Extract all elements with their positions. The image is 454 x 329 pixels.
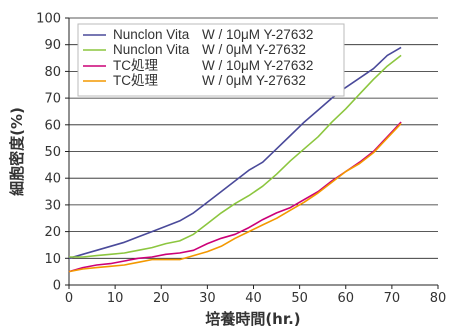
axes [65, 17, 439, 289]
x-tick-label: 60 [337, 291, 354, 306]
y-tick-label: 90 [44, 38, 61, 53]
series-line [68, 46, 402, 260]
series-lines [68, 46, 402, 273]
x-axis-title: 培養時間(hr.) [205, 310, 300, 328]
legend-box [77, 23, 345, 97]
y-tick-label: 40 [44, 172, 61, 187]
x-tick-label: 40 [245, 291, 262, 306]
x-tick-label: 10 [107, 291, 124, 306]
y-tick-label: 30 [44, 198, 61, 213]
legend-entry: TC処理 W / 10μM Y-27632 [83, 58, 313, 73]
x-tick-label: 20 [153, 291, 170, 306]
legend-series-name: TC処理 [113, 58, 158, 73]
y-tick-label: 60 [44, 118, 61, 133]
x-tick-label: 80 [430, 291, 447, 306]
x-tick-label: 0 [65, 291, 73, 306]
y-tick-label: 100 [36, 12, 61, 27]
y-tick-label: 20 [44, 225, 61, 240]
y-tick-label: 0 [53, 279, 61, 294]
y-tick-label: 70 [44, 92, 61, 107]
x-tick-label: 50 [291, 291, 308, 306]
series-line [68, 122, 402, 273]
legend-series-name: Nunclon Vita [113, 27, 190, 42]
x-tick-label: 70 [384, 291, 401, 306]
legend-series-condition: W / 0μM Y-27632 [202, 42, 306, 57]
series-line [68, 121, 402, 273]
y-axis-title: 細胞密度(%) [8, 107, 26, 196]
legend-series-condition: W / 10μM Y-27632 [202, 58, 313, 73]
legend-entry: TC処理 W / 0μM Y-27632 [83, 73, 306, 88]
tick-labels: 0 10 20 30 40 50 60 70 80 90 100 0 10 20 30 40 50 60 70 80 [36, 12, 446, 307]
legend-series-name: TC処理 [113, 73, 158, 88]
legend: Nunclon Vita W / 10μM Y-27632 Nunclon Vi… [77, 23, 345, 97]
legend-entry: Nunclon Vita W / 10μM Y-27632 [83, 27, 313, 42]
y-tick-label: 50 [44, 145, 61, 160]
legend-series-condition: W / 0μM Y-27632 [202, 73, 306, 88]
legend-entry: Nunclon Vita W / 0μM Y-27632 [83, 42, 306, 57]
legend-series-name: Nunclon Vita [113, 42, 190, 57]
x-tick-label: 30 [199, 291, 216, 306]
y-tick-label: 10 [44, 252, 61, 267]
y-tick-label: 80 [44, 65, 61, 80]
series-line [69, 54, 402, 258]
legend-series-condition: W / 10μM Y-27632 [202, 27, 313, 42]
